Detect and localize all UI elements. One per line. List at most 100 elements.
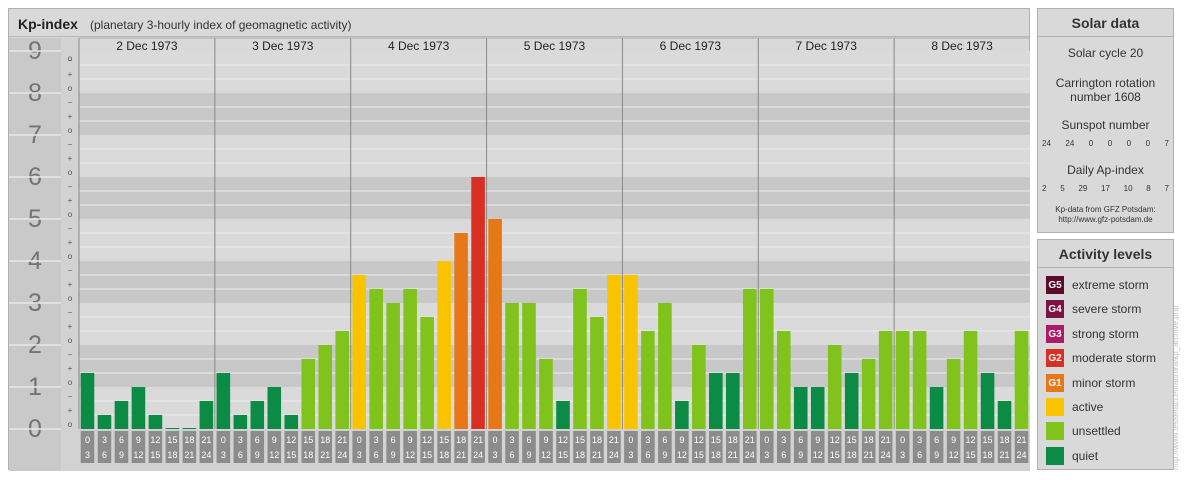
kp-bar (895, 331, 910, 429)
interval-end-label: 12 (405, 450, 415, 460)
interval-end-label: 6 (510, 450, 515, 460)
interval-start-label: 18 (592, 435, 602, 445)
interval-start-label: 6 (527, 435, 532, 445)
interval-end-label: 15 (558, 450, 568, 460)
kp-bar (997, 400, 1012, 429)
interval-start-label: 18 (320, 435, 330, 445)
interval-cell (810, 431, 825, 463)
kp-bar (97, 415, 112, 429)
interval-end-label: 21 (728, 450, 738, 460)
kp-bar (759, 289, 774, 429)
interval-cell (131, 431, 146, 463)
sunspot-value: 0 (1126, 139, 1132, 148)
kp-bar (80, 373, 95, 429)
subtick-label: − (68, 140, 73, 149)
interval-cell (776, 431, 791, 463)
interval-start-label: 15 (575, 435, 585, 445)
interval-start-label: 21 (1017, 435, 1027, 445)
interval-start-label: 9 (408, 435, 413, 445)
interval-start-label: 9 (272, 435, 277, 445)
interval-cell (980, 431, 995, 463)
ap-value: 17 (1101, 184, 1110, 193)
interval-start-label: 18 (864, 435, 874, 445)
interval-end-label: 9 (662, 450, 667, 460)
kp-bar (165, 428, 180, 429)
interval-start-label: 9 (951, 435, 956, 445)
interval-cell (743, 431, 757, 463)
interval-end-label: 21 (1000, 450, 1010, 460)
interval-end-label: 3 (85, 450, 90, 460)
sunspot-value: 7 (1164, 139, 1169, 148)
interval-cell (284, 431, 299, 463)
kp-bar (980, 373, 995, 429)
subtick-label: o (68, 168, 73, 177)
kp-bar (182, 428, 197, 429)
interval-cell (199, 431, 214, 463)
interval-end-label: 3 (764, 450, 769, 460)
ap-index-title: Daily Ap-index (1067, 163, 1144, 177)
interval-cell (726, 431, 740, 463)
interval-start-label: 3 (374, 435, 379, 445)
subtick-label: + (68, 196, 73, 205)
kp-chart-panel: Kp-index (planetary 3-hourly index of ge… (8, 8, 1030, 471)
interval-end-label: 9 (527, 450, 532, 460)
kp-bar (624, 274, 638, 429)
interval-cell (929, 431, 944, 463)
kp-bar (929, 387, 944, 429)
kp-bar (216, 373, 231, 429)
kp-bar (284, 415, 299, 429)
chart-title-bar: Kp-index (planetary 3-hourly index of ge… (9, 9, 1029, 37)
subtick-label: o (68, 126, 73, 135)
kp-bar (844, 373, 859, 429)
kp-bar (335, 331, 350, 429)
subtick-label: + (68, 238, 73, 247)
interval-cell (573, 431, 587, 463)
data-credit-link[interactable]: http://www.gfz-potsdam.de (1058, 215, 1153, 224)
kp-bar (352, 274, 366, 429)
sunspot-value: 24 (1065, 139, 1075, 148)
kp-bar (878, 331, 893, 429)
subtick-label: − (68, 224, 73, 233)
kp-band (79, 93, 1030, 135)
y-axis-background (9, 38, 61, 471)
interval-start-label: 18 (184, 435, 194, 445)
interval-cell (420, 431, 434, 463)
interval-start-label: 15 (847, 435, 857, 445)
kp-bar (199, 400, 214, 429)
interval-start-label: 0 (85, 435, 90, 445)
interval-cell (352, 431, 366, 463)
interval-start-label: 12 (694, 435, 704, 445)
kp-bar (827, 345, 842, 429)
interval-cell (301, 431, 316, 463)
interval-cell (658, 431, 672, 463)
interval-end-label: 9 (255, 450, 260, 460)
day-label: 6 Dec 1973 (660, 39, 722, 53)
ap-value: 10 (1123, 184, 1133, 193)
interval-end-label: 9 (119, 450, 124, 460)
legend-swatch: G5 (1046, 276, 1064, 294)
interval-cell (369, 431, 383, 463)
interval-end-label: 18 (983, 450, 993, 460)
kp-bar (148, 415, 163, 429)
interval-cell (437, 431, 451, 463)
interval-cell (793, 431, 808, 463)
interval-end-label: 6 (102, 450, 107, 460)
ap-value: 2 (1042, 184, 1047, 193)
interval-cell (997, 431, 1012, 463)
kp-bar (250, 400, 265, 429)
interval-start-label: 0 (628, 435, 633, 445)
kp-bar (743, 289, 757, 429)
interval-end-label: 18 (167, 450, 177, 460)
day-label: 8 Dec 1973 (931, 39, 993, 53)
kp-bar (488, 219, 502, 429)
interval-end-label: 15 (694, 450, 704, 460)
kp-bar (233, 415, 248, 429)
day-label: 2 Dec 1973 (116, 39, 178, 53)
kp-bar-chart: 2 Dec 1973 3 Dec 1973 4 Dec 1973 5 Dec 1973… (9, 37, 1030, 471)
interval-start-label: 3 (102, 435, 107, 445)
kp-bar (692, 345, 706, 429)
interval-end-label: 24 (881, 450, 891, 460)
kp-bar (810, 387, 825, 429)
legend-swatch (1046, 398, 1064, 416)
legend-label: severe storm (1072, 302, 1142, 316)
